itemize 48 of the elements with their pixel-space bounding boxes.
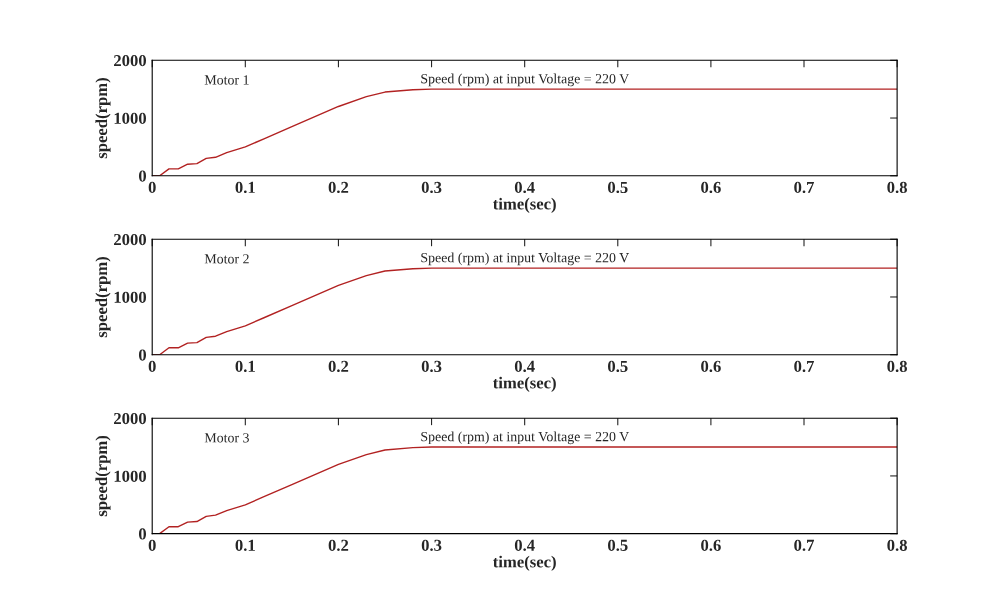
x-tick-label: 0.7 — [794, 181, 815, 194]
x-tick-label: 0 — [148, 539, 156, 551]
y-tick-label: 0 — [138, 528, 147, 540]
y-axis-title: speed(rpm) — [95, 256, 111, 338]
x-tick-label: 0.6 — [701, 539, 721, 552]
x-tick-label: 0.7 — [794, 360, 815, 373]
x-tick-label: 0.4 — [514, 539, 535, 552]
annotation: Speed (rpm) at input Voltage = 220 V — [421, 73, 630, 87]
x-tick-label: 0.3 — [421, 181, 442, 194]
x-tick-label: 0.5 — [608, 360, 628, 373]
x-tick-label: 0.1 — [235, 539, 255, 552]
y-tick-label: 0 — [138, 170, 147, 182]
annotation: Speed (rpm) at input Voltage = 220 V — [421, 431, 630, 445]
annotation: Motor 3 — [204, 433, 249, 443]
x-tick-label: 0.2 — [328, 539, 349, 552]
x-tick-label: 0.3 — [421, 360, 442, 373]
x-tick-label: 0.8 — [887, 539, 907, 552]
x-axis-title: time(sec) — [493, 555, 556, 571]
y-tick-label: 1000 — [114, 291, 147, 303]
x-tick-label: 0.6 — [701, 181, 721, 194]
x-tick-label: 0.5 — [608, 181, 628, 194]
x-tick-label: 0 — [148, 360, 156, 372]
y-axis-title: speed(rpm) — [95, 78, 111, 159]
x-tick-label: 0.8 — [887, 181, 907, 194]
y-tick-label: 1000 — [114, 112, 147, 124]
x-tick-label: 0.2 — [328, 360, 349, 373]
x-tick-label: 0.1 — [235, 181, 255, 194]
y-tick-label: 1000 — [114, 470, 147, 482]
annotation: Motor 2 — [204, 254, 249, 264]
x-axis-title: time(sec) — [493, 197, 556, 213]
y-axis-title: speed(rpm) — [95, 435, 111, 517]
x-tick-label: 0.3 — [421, 539, 442, 552]
y-tick-label: 2000 — [114, 55, 147, 67]
x-tick-label: 0.2 — [328, 181, 349, 194]
y-tick-label: 0 — [138, 349, 147, 361]
x-tick-label: 0.5 — [608, 539, 628, 552]
x-tick-label: 0.7 — [794, 539, 815, 552]
x-tick-label: 0.8 — [887, 360, 907, 373]
y-tick-label: 2000 — [114, 233, 147, 246]
x-tick-label: 0.1 — [235, 360, 255, 373]
annotation: Speed (rpm) at input Voltage = 220 V — [421, 252, 630, 266]
x-tick-label: 0.4 — [514, 360, 535, 373]
x-tick-label: 0.4 — [514, 181, 535, 194]
annotation: Motor 1 — [204, 75, 249, 85]
x-axis-title: time(sec) — [493, 376, 556, 392]
y-tick-label: 2000 — [114, 412, 147, 425]
x-tick-label: 0.6 — [701, 360, 721, 373]
x-tick-label: 0 — [148, 181, 156, 194]
